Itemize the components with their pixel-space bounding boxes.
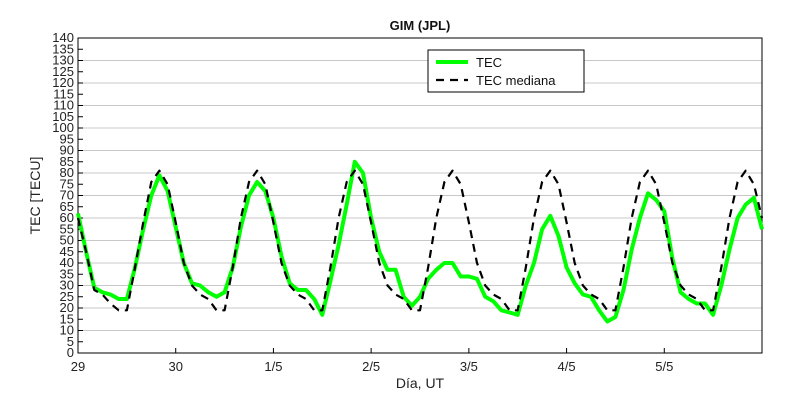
y-tick-label: 40 bbox=[60, 255, 74, 270]
y-tick-label: 15 bbox=[60, 311, 74, 326]
y-tick-label: 110 bbox=[53, 98, 74, 113]
y-tick-label: 120 bbox=[52, 75, 74, 90]
x-tick-label: 1/5 bbox=[264, 359, 282, 374]
y-tick-label: 55 bbox=[60, 221, 74, 236]
y-tick-label: 65 bbox=[60, 199, 74, 214]
y-tick-label: 30 bbox=[60, 278, 74, 293]
x-tick-label: 30 bbox=[168, 359, 182, 374]
y-axis: 0510152025303540455055606570758085909510… bbox=[52, 30, 83, 360]
y-tick-label: 85 bbox=[60, 154, 74, 169]
y-axis-label: TEC [TECU] bbox=[27, 157, 43, 235]
y-tick-label: 135 bbox=[52, 41, 74, 56]
legend-box bbox=[427, 49, 585, 93]
legend-label-tec: TEC bbox=[476, 55, 502, 70]
y-tick-label: 80 bbox=[60, 165, 74, 180]
legend-label-tec-mediana: TEC mediana bbox=[476, 73, 556, 88]
y-tick-label: 50 bbox=[60, 233, 74, 248]
x-tick-label: 4/5 bbox=[558, 359, 576, 374]
y-tick-label: 125 bbox=[52, 64, 74, 79]
y-tick-label: 100 bbox=[52, 120, 74, 135]
y-tick-label: 60 bbox=[60, 210, 74, 225]
y-tick-label: 75 bbox=[60, 176, 74, 191]
y-tick-label: 0 bbox=[67, 345, 74, 360]
y-tick-label: 70 bbox=[60, 188, 74, 203]
y-tick-label: 115 bbox=[53, 86, 74, 101]
y-tick-label: 90 bbox=[60, 143, 74, 158]
x-tick-label: 3/5 bbox=[460, 359, 478, 374]
y-tick-label: 20 bbox=[60, 300, 74, 315]
y-tick-label: 5 bbox=[67, 334, 74, 349]
series-layer bbox=[76, 159, 764, 324]
x-tick-label: 2/5 bbox=[362, 359, 380, 374]
legend: TEC TEC mediana bbox=[427, 49, 585, 93]
y-tick-label: 140 bbox=[52, 30, 74, 45]
x-axis: 29 30 1/5 2/5 3/5 4/5 5/5 bbox=[71, 348, 673, 374]
y-tick-label: 10 bbox=[60, 323, 74, 338]
y-tick-label: 130 bbox=[52, 53, 74, 68]
series-line-tec-mediana bbox=[76, 169, 764, 312]
y-tick-label: 105 bbox=[52, 109, 74, 124]
y-tick-label: 45 bbox=[60, 244, 74, 259]
series-line-tec bbox=[76, 159, 764, 324]
x-tick-label: 5/5 bbox=[655, 359, 673, 374]
x-axis-label: Día, UT bbox=[396, 375, 445, 391]
y-tick-label: 35 bbox=[60, 266, 74, 281]
chart-title: GIM (JPL) bbox=[390, 18, 451, 33]
y-tick-label: 25 bbox=[60, 289, 74, 304]
y-tick-label: 95 bbox=[60, 131, 74, 146]
x-tick-label: 29 bbox=[71, 359, 85, 374]
